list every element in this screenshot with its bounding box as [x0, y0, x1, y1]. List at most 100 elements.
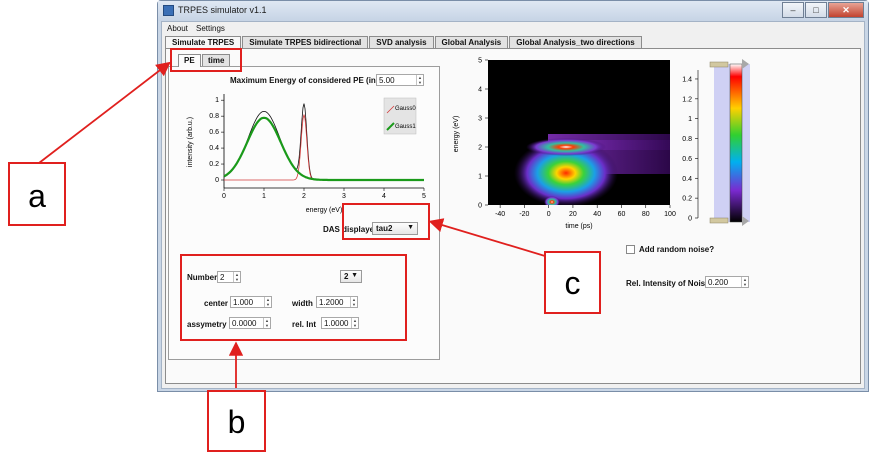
heatmap-xtick: -20: [519, 211, 529, 218]
left-plot-xtick: 3: [342, 193, 346, 200]
spin-arrows-icon[interactable]: ▲ ▼: [741, 277, 748, 287]
heatmap-xtick: -40: [495, 211, 505, 218]
annotation-a-box: a: [8, 162, 66, 226]
colorbar-tick: 1.4: [682, 76, 692, 83]
close-button[interactable]: ✕: [828, 2, 864, 18]
heatmap-ytick: 4: [478, 87, 482, 94]
gauss-index-select[interactable]: 2 ▼: [340, 270, 362, 283]
maximize-button[interactable]: □: [805, 2, 827, 18]
annotation-b-box: b: [207, 390, 266, 452]
heatmap-ytick: 3: [478, 116, 482, 123]
chevron-down-icon: ▼: [351, 272, 358, 279]
noise-intensity-value: 0.200: [708, 278, 729, 287]
left-plot-ylabel: intensity (arb.u.): [187, 117, 194, 167]
number-label: Number: [187, 273, 218, 282]
left-plot-xtick: 2: [302, 193, 306, 200]
center-value: 1.000: [233, 298, 254, 307]
heatmap-ytick: 5: [478, 58, 482, 65]
menu-bar: About Settings: [162, 22, 864, 35]
colorbar-top-arrow-icon[interactable]: [742, 59, 749, 69]
number-value: 2: [220, 273, 225, 282]
colorbar: 0 0.2 0.4 0.6 0.8 1 1.2 1.4: [682, 59, 750, 226]
spin-arrows-icon[interactable]: ▲ ▼: [351, 318, 358, 328]
legend-gauss0-swatch: [386, 105, 395, 114]
left-plot-xtick: 0: [222, 193, 226, 200]
colorbar-tick: 0.6: [682, 156, 692, 163]
tab-global-analysis[interactable]: Global Analysis: [434, 36, 509, 48]
main-tabs: Simulate TRPES Simulate TRPES bidirectio…: [165, 36, 643, 49]
noise-intensity-spinbox[interactable]: 0.200 ▲ ▼: [705, 276, 749, 288]
rel-int-spinbox[interactable]: 1.0000 ▲ ▼: [321, 317, 359, 329]
heatmap-xtick: 100: [664, 211, 676, 218]
heatmap-xtick: 40: [593, 211, 601, 218]
das-label: DAS displayed: [323, 225, 380, 234]
rel-int-value: 1.0000: [324, 319, 349, 328]
colorbar-tick: 1.2: [682, 96, 692, 103]
colorbar-top-handle[interactable]: [709, 61, 729, 68]
colorbar-tick: 0.4: [682, 176, 692, 183]
annotation-a-letter: a: [28, 178, 46, 214]
tab-global-analysis-two-directions[interactable]: Global Analysis_two directions: [509, 36, 642, 48]
width-spinbox[interactable]: 1.2000 ▲ ▼: [316, 296, 358, 308]
annotation-b-letter: b: [227, 404, 246, 440]
spin-arrows-icon[interactable]: ▲ ▼: [416, 75, 423, 85]
colorbar-tick: 0.2: [682, 196, 692, 203]
gauss1-curve: [223, 116, 424, 182]
colorbar-bottom-handle[interactable]: [709, 217, 729, 224]
max-energy-spinbox[interactable]: 5.00 ▲ ▼: [376, 74, 424, 86]
assymetry-label: assymetry: [187, 320, 227, 329]
colorbar-tick: 0.8: [682, 136, 692, 143]
tab-simulate-trpes[interactable]: Simulate TRPES: [165, 36, 242, 49]
noise-intensity-label: Rel. Intensity of Noise: [626, 279, 710, 288]
spin-arrows-icon[interactable]: ▲ ▼: [350, 297, 357, 307]
arrow-c: [428, 218, 546, 257]
assymetry-value: 0.0000: [232, 319, 257, 328]
left-plot-ytick: 1: [215, 97, 219, 104]
width-label: width: [292, 299, 313, 308]
left-plot-ytick: 0: [215, 177, 219, 184]
menu-about[interactable]: About: [167, 24, 188, 33]
heatmap-xtick: 0: [547, 211, 551, 218]
heatmap-xtick: 60: [618, 211, 626, 218]
center-label: center: [204, 299, 229, 308]
legend-gauss1: Gauss1: [395, 124, 416, 130]
heatmap-ylabel: energy (eV): [453, 116, 460, 153]
heatmap-xtick: 20: [569, 211, 577, 218]
left-plot-xtick: 1: [262, 193, 266, 200]
chevron-down-icon: ▼: [407, 224, 414, 231]
menu-settings[interactable]: Settings: [196, 24, 225, 33]
colorbar-tick: 0: [688, 216, 692, 223]
annotation-c-letter: c: [564, 265, 581, 301]
left-plot-ytick: 0.8: [209, 113, 219, 120]
das-select[interactable]: tau2 ▼: [372, 222, 418, 235]
plot-legend: [383, 97, 417, 135]
heatmap-ytick: 2: [478, 145, 482, 152]
add-noise-label: Add random noise?: [639, 245, 715, 254]
tab-simulate-trpes-bidirectional[interactable]: Simulate TRPES bidirectional: [242, 36, 369, 48]
spin-arrows-icon[interactable]: ▲ ▼: [233, 272, 240, 282]
subtab-time[interactable]: time: [202, 54, 231, 66]
number-spinbox[interactable]: 2 ▲ ▼: [217, 271, 241, 283]
minimize-button[interactable]: –: [782, 2, 804, 18]
heatmap-ytick: 0: [478, 203, 482, 210]
left-plot-xtick: 4: [382, 193, 386, 200]
das-value: tau2: [376, 224, 393, 233]
legend-gauss1-swatch: [386, 122, 395, 131]
add-noise-checkbox[interactable]: [626, 245, 635, 254]
max-energy-value: 5.00: [379, 76, 395, 85]
assymetry-spinbox[interactable]: 0.0000 ▲ ▼: [229, 317, 271, 329]
colorbar-bottom-arrow-icon[interactable]: [742, 216, 749, 226]
arrow-a: [38, 61, 171, 164]
center-spinbox[interactable]: 1.000 ▲ ▼: [230, 296, 272, 308]
subtab-pe[interactable]: PE: [178, 54, 201, 67]
left-plot-xtick: 5: [422, 193, 426, 200]
title-bar[interactable]: TRPES simulator v1.1 – □ ✕: [158, 1, 868, 21]
tab-svd-analysis[interactable]: SVD analysis: [369, 36, 434, 48]
heatmap-ytick: 1: [478, 174, 482, 181]
spin-arrows-icon[interactable]: ▲ ▼: [264, 297, 271, 307]
trpes-heatmap: -40 -20 0 20 40 60 80 100 0 1 2 3 4 5 energy (eV) ti…: [453, 58, 676, 231]
width-value: 1.2000: [319, 298, 344, 307]
gaussian-plot: 0 0.2 0.4 0.6 0.8 1 0 1 2 3 4 5 intensity (arb.u.)…: [187, 94, 426, 214]
spin-arrows-icon[interactable]: ▲ ▼: [263, 318, 270, 328]
